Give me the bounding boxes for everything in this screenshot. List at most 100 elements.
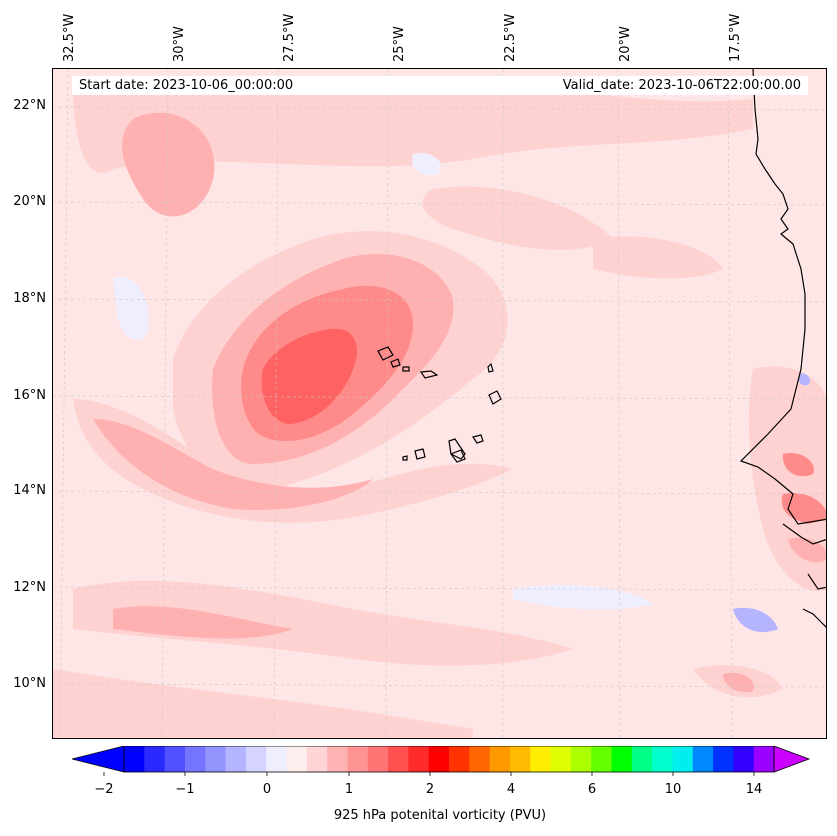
cape-verde-island (402, 366, 410, 372)
cape-verde-island (450, 449, 466, 463)
colorbar-segment (327, 746, 348, 772)
pv-light-east (593, 236, 723, 279)
pv-field-map (53, 69, 826, 738)
pv-light-ne (422, 186, 613, 250)
latitude-label: 16°N (13, 388, 46, 403)
meridian-line (385, 69, 389, 738)
colorbar-extend-low (72, 746, 125, 773)
colorbar-segment (124, 746, 145, 772)
pv-medium-south (113, 606, 293, 639)
colorbar-tick-label: −2 (94, 782, 114, 797)
cape-verde-island (488, 390, 502, 405)
longitude-label: 25°W (392, 26, 407, 62)
colorbar-segment (205, 746, 227, 772)
meridian-line (161, 69, 169, 738)
longitude-label: 17.5°W (728, 13, 743, 62)
pv-negative-north (412, 153, 442, 176)
pv-medium-nw (122, 112, 215, 217)
valid-date-label: Valid_date: 2023-10-06T22:00:00.00 (562, 78, 801, 93)
pv-max-core (261, 328, 357, 424)
colorbar-segment (591, 746, 612, 772)
graticule (53, 69, 826, 738)
meridian-line (273, 69, 279, 738)
pv-medium-se (723, 672, 754, 693)
colorbar-tick-label: 14 (745, 782, 763, 797)
colorbar-segment (489, 746, 511, 772)
africa-coastline (739, 69, 826, 628)
longitude-label: 27.5°W (282, 13, 297, 62)
colorbar-segment (225, 746, 247, 772)
cape-verde-island (414, 448, 426, 460)
colorbar-segment (713, 746, 734, 772)
pv-light-coast (748, 366, 826, 591)
colorbar-tick-label: 4 (506, 782, 516, 797)
pv-strong-coast-1 (782, 453, 814, 477)
longitude-label: 32.5°W (62, 13, 77, 62)
colorbar-segment (144, 746, 166, 772)
colorbar-extend-high (773, 746, 811, 773)
colorbar-segment (408, 746, 430, 772)
colorbar-outline (123, 746, 775, 773)
pv-negative-coast-2 (798, 373, 810, 386)
colorbar-tick-label: 1 (344, 782, 354, 797)
longitude-label: 22.5°W (503, 13, 518, 62)
pv-negative-south (513, 584, 653, 610)
cape-verde-island (390, 358, 401, 368)
colorbar-segment (428, 746, 450, 772)
colorbar-segment (306, 746, 328, 772)
colorbar-tick-label: 6 (587, 782, 597, 797)
pv-medium-arc (93, 419, 373, 510)
pv-medium-coast (788, 537, 826, 563)
colorbar-segment (266, 746, 287, 772)
coastline (377, 69, 826, 628)
colorbar-tick-label: 2 (425, 782, 435, 797)
longitude-label: 30°W (172, 26, 187, 62)
colorbar-segment (550, 746, 572, 772)
cape-verde-island (402, 455, 408, 461)
colorbar-segment (509, 746, 531, 772)
cape-verde-island (487, 362, 494, 373)
colorbar-segment (286, 746, 308, 772)
colorbar-segment (672, 746, 694, 772)
meridian-line (617, 69, 621, 738)
pv-light-bottom (53, 669, 473, 738)
pv-light-south (73, 580, 573, 666)
colorbar-segment (733, 746, 755, 772)
meridian-line (59, 69, 69, 738)
colorbar-segment (347, 746, 369, 772)
colorbar-segment (388, 746, 409, 772)
start-date-label: Start date: 2023-10-06_00:00:00 (79, 78, 294, 93)
latitude-label: 10°N (13, 676, 46, 691)
colorbar-segment (530, 746, 552, 772)
pv-negative-coast (733, 607, 778, 633)
colorbar-tick-label: −1 (175, 782, 195, 797)
latitude-label: 12°N (13, 580, 46, 595)
date-info-bar: Start date: 2023-10-06_00:00:00 Valid_da… (72, 76, 808, 95)
latitude-label: 18°N (13, 291, 46, 306)
colorbar-segment (652, 746, 673, 772)
latitude-label: 14°N (13, 483, 46, 498)
map-panel (52, 68, 827, 739)
colorbar-label: 925 hPa potenital vorticity (PVU) (333, 808, 547, 823)
cape-verde-island (419, 370, 439, 379)
colorbar-segment (753, 746, 775, 772)
colorbar (72, 746, 811, 776)
colorbar-segment (367, 746, 389, 772)
cape-verde-island (472, 434, 484, 444)
cape-verde-island (377, 346, 394, 361)
latitude-label: 22°N (13, 98, 46, 113)
colorbar-tick-label: 0 (262, 782, 272, 797)
colorbar-segment (449, 746, 470, 772)
colorbar-segment (570, 746, 592, 772)
pv-light-north (73, 86, 753, 173)
colorbar-segment (692, 746, 714, 772)
colorbar-segment (469, 746, 491, 772)
pv-negative-west (113, 277, 149, 340)
cape-verde-island (448, 438, 466, 460)
colorbar-segment (631, 746, 653, 772)
latitude-label: 20°N (13, 194, 46, 209)
colorbar-segment (611, 746, 633, 772)
colorbar-segment (184, 746, 206, 772)
longitude-label: 20°W (618, 26, 633, 62)
pv-contour-fill (53, 69, 826, 738)
